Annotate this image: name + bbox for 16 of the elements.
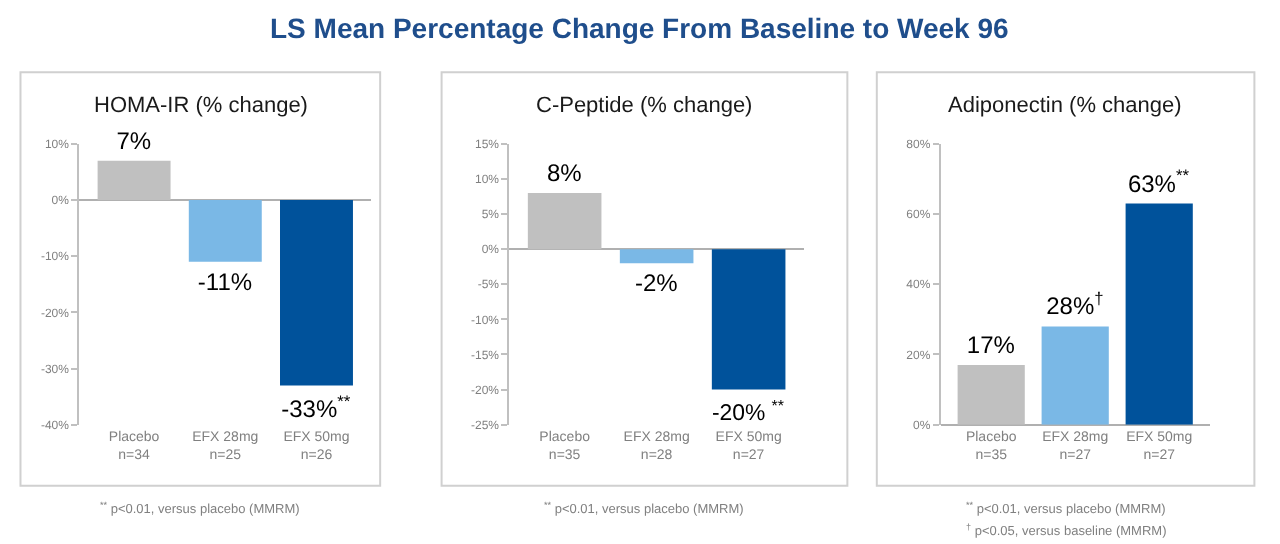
data-label: 17% [966,331,1016,359]
data-label: 63%$^{**}$ [1127,165,1191,198]
data-label: 8% [546,158,583,187]
text: LS Mean Percentage Change From Baseline to Week 96 [270,12,1010,44]
data-label: 7% [116,126,152,155]
bar [1125,203,1193,425]
data-label: -11% [197,267,253,296]
bar [957,365,1025,425]
data-label: -33%$^{**}$ [281,391,352,424]
data-label: -2% [634,269,679,298]
chart-subtitle: Adiponectin (% change) [948,94,1182,118]
chart-subtitle: C-Peptide (% change) [536,94,753,118]
chart-subtitle: HOMA-IR (% change) [94,94,308,118]
bar [1041,326,1109,425]
data-label: 28%$^{†}$ [1046,288,1105,321]
data-label: -20% $^{**}$ [711,396,785,427]
